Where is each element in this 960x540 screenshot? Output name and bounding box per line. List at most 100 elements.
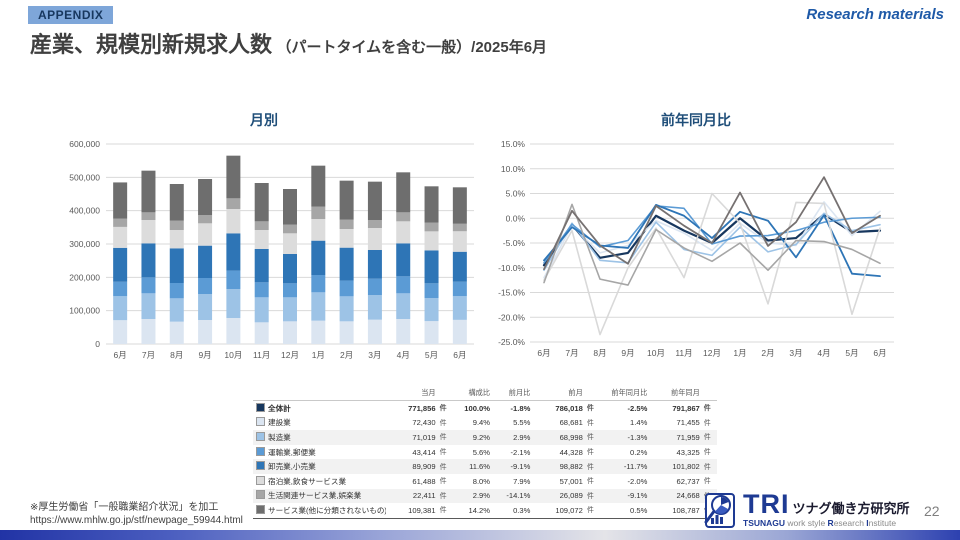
page-number: 22: [924, 503, 940, 519]
value-cell: 101,802: [672, 462, 700, 472]
svg-text:0.0%: 0.0%: [506, 213, 526, 223]
legend-swatch: [256, 417, 265, 427]
value-cell: 89,909: [412, 462, 436, 472]
svg-text:9月: 9月: [621, 348, 634, 358]
unit-cell: 件: [438, 399, 453, 416]
unit-cell: 件: [586, 478, 594, 486]
svg-text:1月: 1月: [312, 350, 325, 360]
svg-text:4月: 4月: [397, 350, 410, 360]
svg-text:11月: 11月: [675, 348, 692, 358]
value-cell: 14.2%: [452, 503, 494, 519]
value-cell: -2.5%: [599, 399, 651, 416]
unit-cell: 件: [702, 399, 717, 416]
page-title: 産業、規模別新規求人数 （パートタイムを含む一般）/2025年6月: [30, 27, 547, 59]
svg-text:400,000: 400,000: [69, 206, 100, 216]
source-url[interactable]: https://www.mhlw.go.jp/stf/newpage_59944…: [30, 515, 243, 526]
value-cell: -1.3%: [627, 432, 648, 442]
value-cell: 108,787: [650, 503, 703, 519]
svg-text:6月: 6月: [114, 350, 127, 360]
svg-text:100,000: 100,000: [69, 306, 100, 316]
unit-cell: 件: [586, 463, 594, 471]
row-label: 生活関連サービス業,娯楽業: [253, 489, 386, 504]
unit-cell: 件: [703, 449, 711, 457]
unit-cell: 件: [439, 463, 447, 471]
yoy-line-chart: 前年同月比 15.0% 10.0% 5.0% 0.0% -5.0% -10.0% -15.0…: [484, 110, 908, 399]
value-cell: 2.9%: [472, 491, 491, 501]
svg-text:2月: 2月: [340, 350, 353, 360]
unit-cell: 件: [586, 449, 594, 457]
svg-text:-5.0%: -5.0%: [503, 238, 526, 248]
logo-name-jp: ツナグ働き方研究所: [792, 501, 910, 516]
legend-swatch: [256, 461, 265, 471]
logo-name-en: TSUNAGU work style Research Institute: [743, 518, 897, 528]
svg-text:-20.0%: -20.0%: [498, 312, 525, 322]
svg-text:7月: 7月: [565, 348, 578, 358]
column-header: [438, 386, 453, 401]
unit-cell: 件: [439, 492, 447, 500]
unit-cell: 件: [586, 419, 594, 427]
unit-cell: 件: [439, 419, 447, 427]
value-cell: 100.0%: [452, 399, 494, 416]
table-row: サービス業(他に分類されないもの) 109,381 件 14.2% 0.3% 109,07…: [253, 503, 717, 519]
value-cell: 8.0%: [472, 476, 491, 486]
value-cell: -2.0%: [627, 476, 648, 486]
svg-text:6月: 6月: [873, 348, 886, 358]
table-row: 製造業 71,019 件 9.2% 2.9% 68,998 件 -1.3% 71,959 件: [253, 430, 717, 445]
line-chart-title: 前年同月比: [661, 112, 731, 128]
svg-text:-25.0%: -25.0%: [498, 337, 525, 347]
page-title-main: 産業、規模別新規求人数: [30, 32, 273, 57]
monthly-bar-chart-svg: 0 100,000 200,000 300,000 400,000 500,000 600,…: [69, 139, 474, 360]
table-row: 全体計 771,856 件 100.0% -1.8% 786,018 件 -2.5% 791,8…: [253, 399, 717, 416]
value-cell: 43,325: [676, 447, 700, 457]
value-cell: 61,488: [412, 476, 436, 486]
unit-cell: 件: [439, 434, 447, 442]
table-row: 宿泊業,飲食サービス業 61,488 件 8.0% 7.9% 57,001 件 -2.0% 62…: [253, 474, 717, 489]
table-row: 建設業 72,430 件 9.4% 5.5% 68,681 件 1.4% 71,455 件: [253, 416, 717, 431]
page-title-sub: （パートタイムを含む一般）/2025年6月: [276, 39, 548, 56]
unit-cell: 件: [438, 503, 453, 519]
value-cell: 71,455: [676, 418, 700, 428]
svg-text:10月: 10月: [224, 350, 242, 360]
svg-text:500,000: 500,000: [69, 172, 100, 182]
table-row: 運輸業,郵便業 43,414 件 5.6% -2.1% 44,328 件 0.2% 43,325…: [253, 445, 717, 460]
legend-swatch: [256, 490, 265, 500]
unit-cell: 件: [703, 434, 711, 442]
svg-text:5.0%: 5.0%: [506, 189, 526, 199]
svg-text:2月: 2月: [761, 348, 774, 358]
row-label: サービス業(他に分類されないもの): [253, 503, 387, 519]
tri-logo-icon: [704, 493, 735, 528]
value-cell: 22,411: [412, 491, 436, 501]
row-label: 建設業: [253, 416, 386, 431]
row-label: 運輸業,郵便業: [253, 445, 386, 460]
unit-cell: 件: [586, 434, 594, 442]
column-header: [585, 386, 600, 401]
legend-swatch: [256, 402, 265, 412]
value-cell: -11.7%: [623, 462, 648, 472]
value-cell: 44,328: [559, 447, 583, 457]
table-header-row: 当月 構成比 前月比 前月 前年同月比 前年同月: [253, 386, 717, 401]
svg-text:12月: 12月: [703, 348, 721, 358]
svg-text:3月: 3月: [368, 350, 381, 360]
svg-text:300,000: 300,000: [69, 239, 100, 249]
value-cell: 791,867: [650, 399, 703, 416]
row-label: 宿泊業,飲食サービス業: [253, 474, 386, 489]
value-cell: 109,381: [386, 503, 439, 519]
value-cell: 1.4%: [630, 418, 648, 428]
svg-text:1月: 1月: [733, 348, 746, 358]
bar-chart-title: 月別: [250, 112, 278, 128]
column-header: 当月: [386, 386, 439, 401]
unit-cell: 件: [585, 399, 600, 416]
row-label: 全体計: [253, 399, 387, 416]
row-label: 卸売業,小売業: [253, 459, 386, 474]
appendix-badge: APPENDIX: [28, 6, 114, 24]
industry-table-container: 当月 構成比 前月比 前月 前年同月比 前年同月 全体計 771,856 件 100.0% -1.8…: [253, 386, 717, 519]
svg-text:10.0%: 10.0%: [501, 164, 526, 174]
unit-cell: 件: [703, 419, 711, 427]
svg-text:8月: 8月: [593, 348, 606, 358]
table-row: 生活関連サービス業,娯楽業 22,411 件 2.9% -14.1% 26,089 件 -9.…: [253, 488, 717, 504]
table-row: 卸売業,小売業 89,909 件 11.6% -9.1% 98,882 件 -11.7% 101…: [253, 459, 717, 474]
value-cell: -9.1%: [510, 462, 531, 472]
svg-text:600,000: 600,000: [69, 139, 100, 149]
column-header: 構成比: [452, 386, 494, 401]
